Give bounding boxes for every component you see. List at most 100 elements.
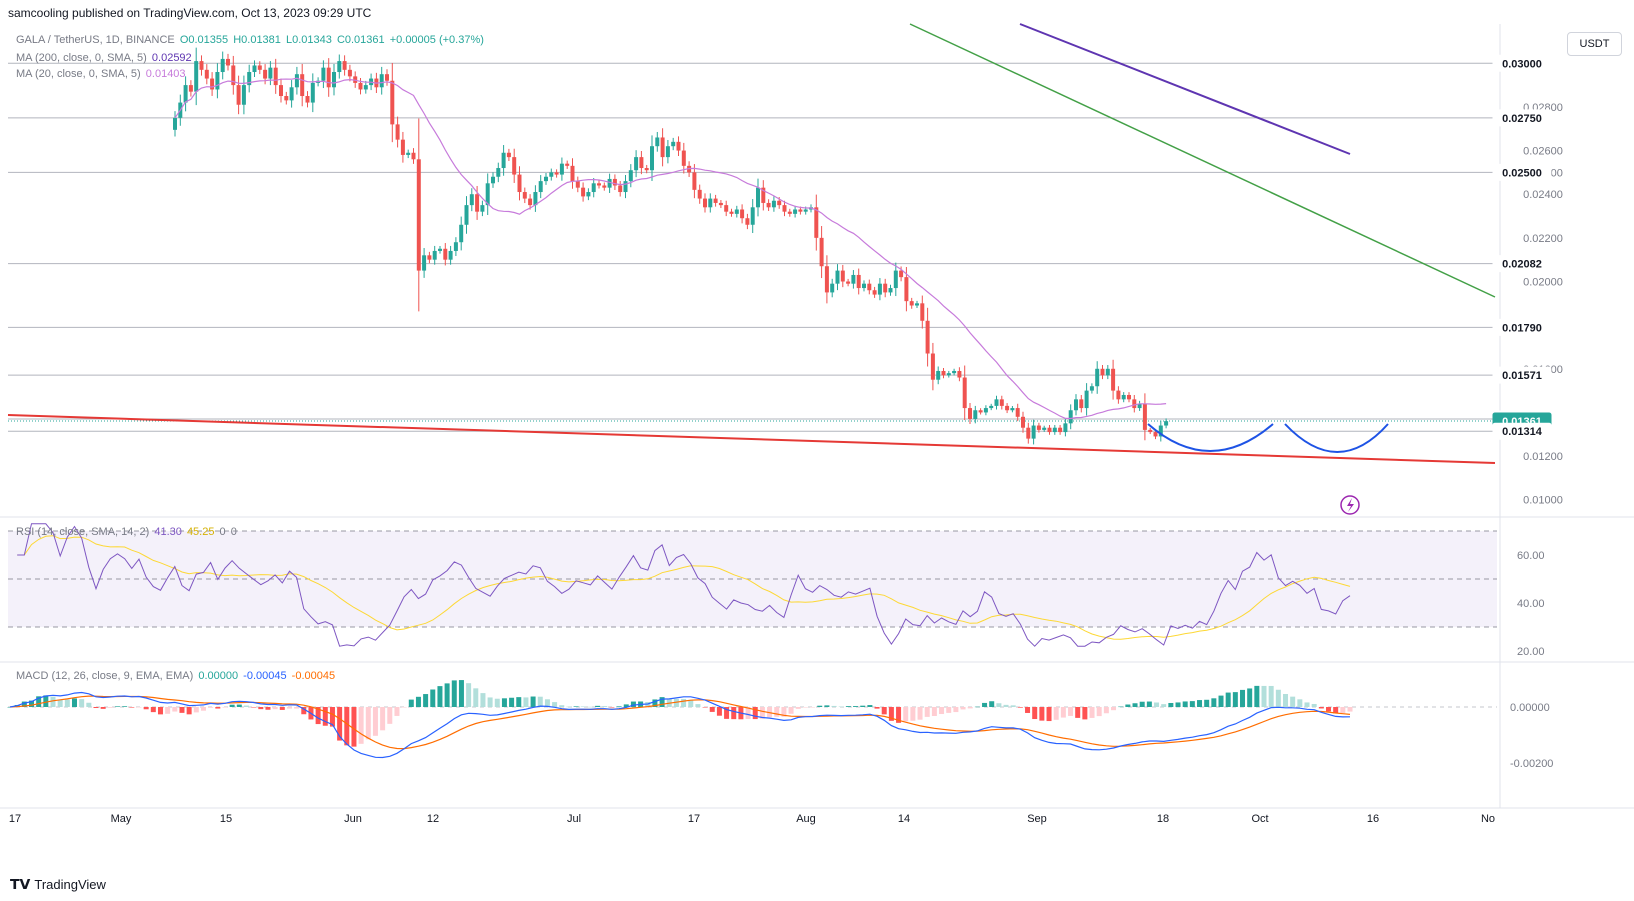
candle-down (210, 78, 215, 90)
candle-up (459, 224, 464, 243)
currency-unit-button[interactable]: USDT (1567, 32, 1622, 56)
time-axis-tick: May (111, 813, 132, 825)
macd-histogram-bar (1103, 707, 1109, 714)
ma20-legend: MA (20, close, 0, SMA, 5) 0.01403 (16, 68, 188, 80)
candle-up (851, 274, 856, 284)
candle-down (1148, 429, 1153, 433)
macd-histogram-bar (322, 707, 328, 726)
macd-histogram-bar (745, 707, 751, 720)
macd-histogram-bar (630, 701, 636, 707)
macd-histogram-bar (731, 707, 737, 720)
macd-histogram-bar (351, 707, 357, 747)
candle-up (877, 283, 882, 295)
macd-histogram-bar (888, 707, 894, 721)
candle-down (385, 74, 389, 81)
macd-histogram-bar (609, 707, 615, 708)
macd-histogram-bar (688, 700, 694, 707)
candle-down (1021, 416, 1025, 428)
candle-down (1153, 432, 1158, 437)
macd-histogram-bar (165, 707, 171, 714)
candle-down (427, 255, 432, 260)
macd-histogram-bar (530, 696, 536, 707)
macd-histogram-bar (372, 707, 378, 736)
macd-histogram-bar (652, 699, 658, 707)
macd-histogram-bar (423, 694, 429, 707)
candle-up (750, 207, 755, 225)
level-badge (1492, 318, 1552, 336)
macd-histogram-bar (695, 704, 701, 707)
candle-down (978, 410, 983, 413)
price-axis-tick: 0.02400 (1523, 189, 1563, 201)
macd-histogram-bar (1154, 702, 1160, 707)
macd-histogram-bar (910, 707, 916, 721)
candle-down (782, 205, 787, 212)
candle-down (279, 85, 283, 97)
macd-histogram-bar (437, 686, 443, 707)
macd-histogram-bar (580, 706, 586, 707)
candle-down (257, 65, 262, 70)
macd-histogram-bar (1010, 705, 1016, 707)
macd-histogram-bar (466, 683, 472, 707)
macd-histogram-bar (501, 698, 507, 707)
rsi-axis-tick: 20.00 (1517, 646, 1545, 658)
candle-up (432, 250, 437, 260)
candle-down (703, 198, 707, 208)
macd-histogram-bar (781, 707, 787, 717)
candle-up (469, 194, 474, 206)
candle-up (1042, 427, 1047, 430)
macd-histogram-bar (1254, 685, 1260, 707)
macd-histogram-bar (1039, 707, 1045, 721)
macd-histogram-bar (215, 707, 221, 709)
candle-up (862, 283, 866, 289)
macd-histogram-bar (1247, 688, 1253, 707)
macd-histogram-bar (824, 705, 830, 707)
time-axis-tick: Jul (567, 813, 581, 825)
candle-down (358, 82, 363, 90)
macd-histogram-bar (509, 697, 515, 707)
time-axis-tick: 17 (9, 813, 21, 825)
macd-axis-tick: 0.00000 (1510, 702, 1550, 714)
candle-up (337, 61, 342, 73)
ma200-legend: MA (200, close, 0, SMA, 5) 0.02592 (16, 52, 194, 64)
macd-histogram-bar (1211, 698, 1217, 707)
macd-histogram-bar (831, 705, 837, 707)
macd-histogram-bar (71, 698, 77, 707)
ohlc-close: C0.01361 (336, 34, 385, 46)
time-axis-tick: Sep (1027, 813, 1047, 825)
macd-histogram-bar (21, 701, 27, 707)
macd-histogram-bar (408, 699, 414, 707)
candle-down (1005, 405, 1010, 411)
macd-histogram-bar (896, 707, 902, 723)
candle-up (946, 373, 951, 376)
candle-down (612, 178, 617, 186)
macd-histogram-bar (946, 707, 952, 713)
rsi-line (17, 523, 1351, 647)
macd-histogram-bar (544, 699, 550, 707)
candle-down (872, 290, 877, 295)
candle-down (231, 65, 236, 86)
candle-up (289, 87, 294, 101)
macd-histogram-bar (208, 707, 214, 708)
macd-line (9, 691, 1351, 759)
candle-down (263, 69, 268, 79)
candle-down (347, 69, 352, 77)
candle-down (729, 211, 734, 214)
candle-down (904, 277, 909, 302)
candle-down (522, 192, 527, 199)
level-badge (1492, 109, 1552, 127)
price-axis-tick: 0.02600 (1523, 146, 1563, 158)
candle-up (215, 72, 220, 90)
macd-histogram-bar (1326, 707, 1332, 712)
macd-histogram-bar (1146, 701, 1152, 707)
candle-down (565, 163, 570, 166)
candle-up (485, 183, 490, 206)
candle-up (194, 61, 199, 92)
candle-down (740, 209, 745, 219)
time-axis-tick: 17 (688, 813, 700, 825)
candle-up (453, 242, 458, 251)
candle-down (1026, 427, 1031, 439)
candle-up (708, 198, 713, 208)
macd-histogram-bar (7, 707, 13, 708)
macd-histogram-bar (960, 707, 966, 710)
